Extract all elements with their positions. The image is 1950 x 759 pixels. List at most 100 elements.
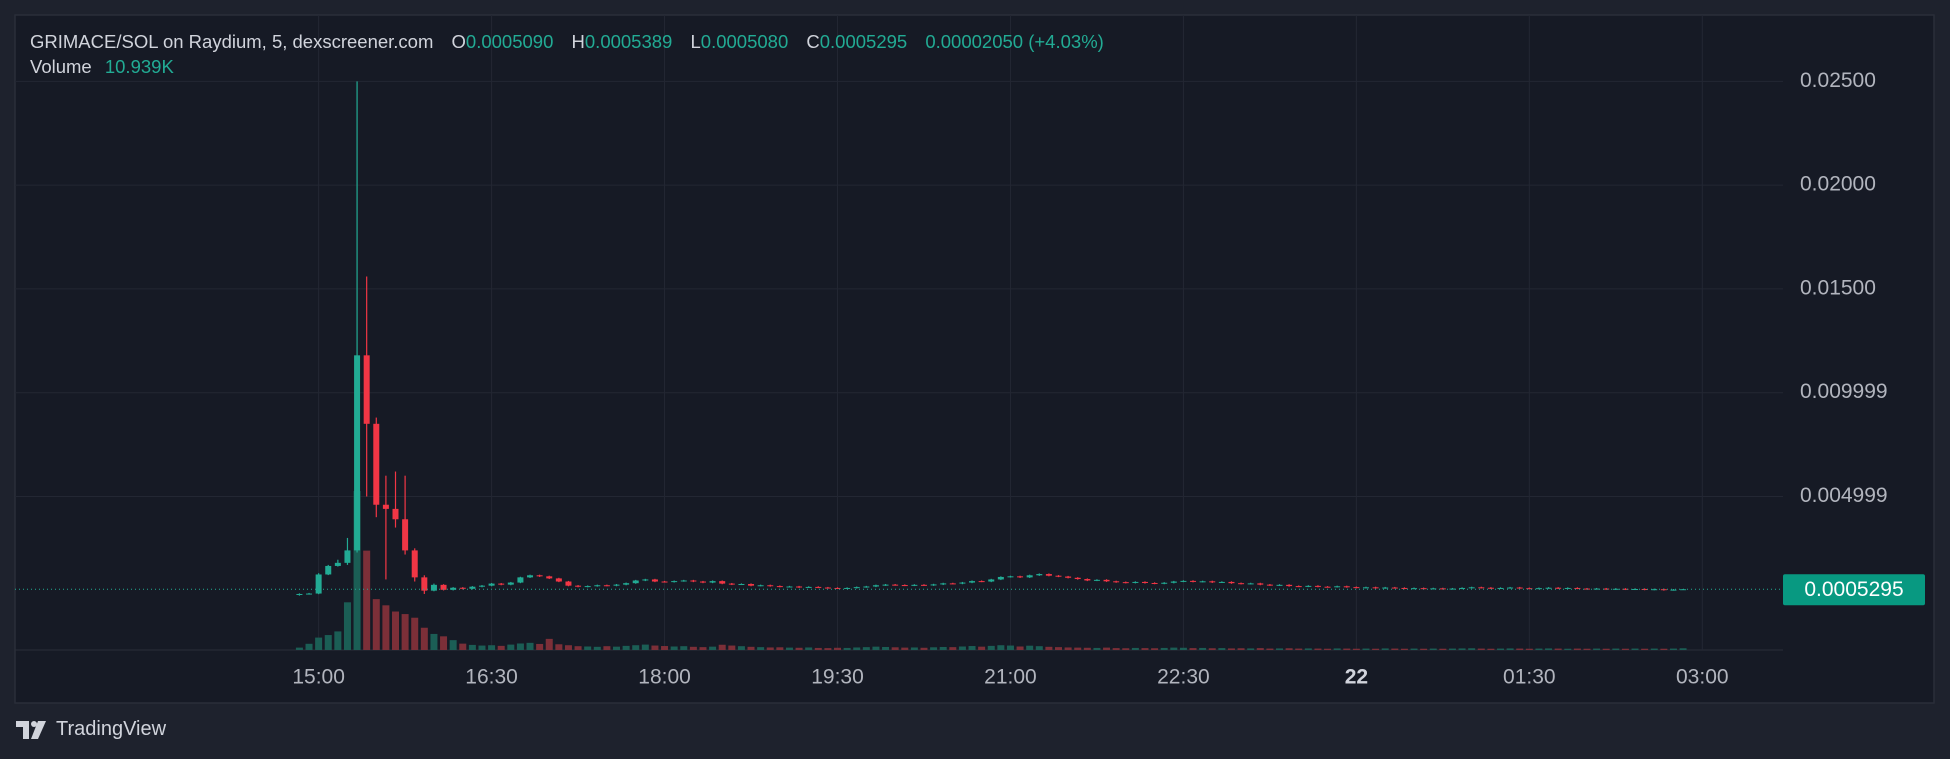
volume-bar (1516, 648, 1524, 650)
volume-bar (632, 645, 640, 650)
candle-body (402, 519, 409, 551)
volume-bar (1650, 648, 1658, 650)
candle-body (1218, 581, 1225, 583)
candle-body (1257, 583, 1264, 585)
volume-bar (478, 645, 486, 650)
legend-change: 0.00002050 (+4.03%) (925, 31, 1104, 52)
volume-bar (334, 631, 342, 650)
x-tick-label: 22 (1345, 666, 1368, 689)
volume-bar (353, 491, 361, 650)
volume-bar (1093, 647, 1101, 650)
volume-bar (939, 646, 947, 650)
volume-bar (1295, 648, 1303, 650)
volume-bar (1410, 648, 1418, 650)
volume-bar (1189, 648, 1197, 650)
volume-bar (1131, 647, 1139, 650)
candle-body (1161, 582, 1168, 584)
volume-bar (1314, 648, 1322, 650)
candle-body (575, 585, 582, 587)
candle-body (1247, 583, 1254, 585)
candle-body (1507, 587, 1514, 589)
volume-bar (1266, 648, 1274, 650)
volume-bar (1103, 647, 1111, 650)
volume-bar (920, 647, 928, 650)
volume-bar (718, 644, 726, 650)
legend-volume-key: Volume (30, 56, 92, 77)
candle-body (1065, 576, 1072, 578)
volume-bar (622, 645, 630, 650)
volume-bar (1602, 648, 1610, 650)
volume-bar (392, 611, 400, 650)
volume-bar (670, 646, 678, 650)
volume-bar (824, 648, 832, 650)
candle-body (1324, 586, 1331, 588)
candle-body (373, 423, 380, 505)
candle-body (1372, 587, 1379, 589)
candle-body (1641, 588, 1648, 590)
volume-bar (1487, 648, 1495, 650)
x-tick-label: 21:00 (984, 666, 1037, 689)
candle-body (661, 581, 668, 583)
volume-bar (1247, 648, 1255, 650)
y-tick-label: 0.02000 (1800, 173, 1876, 196)
volume-bar (584, 646, 592, 650)
grid (15, 15, 1783, 650)
volume-bar (1381, 648, 1389, 650)
candle-body (1449, 588, 1456, 590)
volume-bar (862, 647, 870, 650)
candle-body (1516, 587, 1523, 589)
legend-open-value: 0.0005090 (465, 31, 554, 52)
candle-body (1401, 587, 1408, 589)
volume-bar (1362, 648, 1370, 650)
candle-body (1238, 583, 1245, 585)
candle-body (1593, 588, 1600, 590)
volume-bar (1218, 648, 1226, 650)
candle-body (1190, 580, 1197, 582)
candle-body (728, 583, 735, 585)
candle-body (959, 582, 966, 584)
volume-bar (891, 647, 899, 650)
candle-body (450, 587, 457, 590)
volume-bar (1439, 648, 1447, 650)
volume-bar (1333, 648, 1341, 650)
last-price-tag (1783, 574, 1925, 606)
candle-body (671, 581, 678, 583)
volume-bar (1026, 645, 1034, 650)
candle-body (1478, 587, 1485, 589)
volume-bar (1497, 648, 1505, 650)
volume-bar (324, 635, 332, 650)
candle-body (978, 581, 985, 583)
volume-bar (1525, 648, 1533, 650)
volume-bar (1631, 648, 1639, 650)
candle-body (1411, 588, 1418, 590)
candle-body (748, 584, 755, 586)
candle-body (507, 582, 514, 585)
volume-bar (1448, 648, 1456, 650)
x-tick-label: 01:30 (1503, 666, 1556, 689)
candle-body (997, 576, 1004, 580)
candle-body (738, 584, 745, 586)
volume-bar (1564, 648, 1572, 650)
candle-body (392, 508, 399, 520)
candle-body (1497, 587, 1504, 589)
candle-body (920, 584, 927, 586)
candle-body (680, 580, 687, 582)
volume-bar (1420, 648, 1428, 650)
volume-bar (651, 645, 659, 650)
candle-body (469, 586, 476, 589)
volume-bar (1324, 648, 1332, 650)
volume-bar (680, 646, 688, 650)
volume-bar (795, 647, 803, 650)
volume-bar (526, 642, 534, 650)
volume-bar (382, 605, 390, 650)
candle-body (699, 581, 706, 583)
candle-body (296, 593, 303, 596)
volume-bars (295, 491, 1687, 650)
volume-bar (901, 647, 909, 650)
candle-body (1564, 587, 1571, 589)
candle-body (642, 579, 649, 581)
volume-bar (728, 645, 736, 650)
brand: TradingView (16, 718, 166, 741)
